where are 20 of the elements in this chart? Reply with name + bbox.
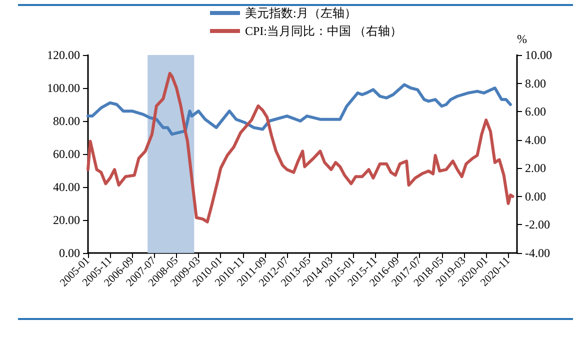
y2-tick-label: 0.00 <box>525 189 546 204</box>
y2-tick-label: 4.00 <box>525 132 546 147</box>
y-tick-label: 80.00 <box>53 114 80 128</box>
y2-tick-label: -4.00 <box>525 246 550 260</box>
y-tick-label: 40.00 <box>53 180 80 194</box>
y2-tick-label: 6.00 <box>525 104 546 119</box>
y-tick-label: 120.00 <box>47 48 80 62</box>
y-tick-label: 0.00 <box>59 246 80 260</box>
y2-tick-label: 8.00 <box>525 76 546 90</box>
legend-label: 美元指数:月（左轴） <box>245 6 356 20</box>
y2-tick-label: 10.00 <box>525 48 552 62</box>
y-tick-label: 100.00 <box>47 81 80 95</box>
line-series <box>86 72 514 224</box>
y2-tick-label: 2.00 <box>525 161 546 176</box>
line-series <box>86 83 512 136</box>
y2-tick-label: -2.00 <box>525 218 550 232</box>
y-tick-label: 60.00 <box>53 147 80 161</box>
legend-label: CPI:当月同比：中国 （右轴） <box>245 24 402 38</box>
y-tick-label: 20.00 <box>53 213 80 227</box>
y2-axis-title: % <box>517 32 527 46</box>
